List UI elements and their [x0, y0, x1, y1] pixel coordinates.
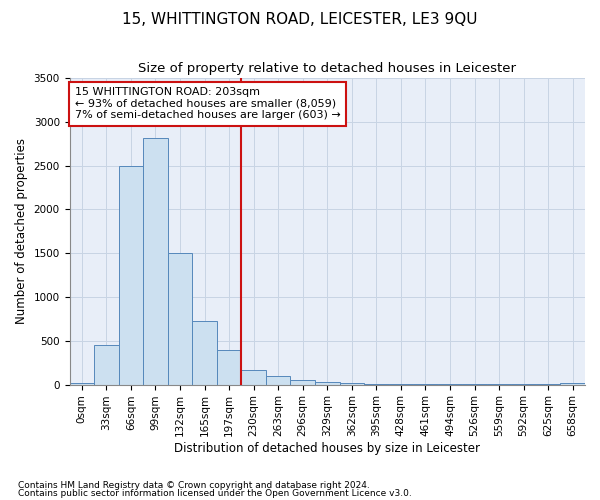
Bar [217, 350, 241, 384]
Y-axis label: Number of detached properties: Number of detached properties [15, 138, 28, 324]
Bar [119, 166, 143, 384]
Bar [143, 138, 168, 384]
Bar [168, 253, 192, 384]
Text: Contains HM Land Registry data © Crown copyright and database right 2024.: Contains HM Land Registry data © Crown c… [18, 480, 370, 490]
Title: Size of property relative to detached houses in Leicester: Size of property relative to detached ho… [138, 62, 516, 76]
Text: 15, WHITTINGTON ROAD, LEICESTER, LE3 9QU: 15, WHITTINGTON ROAD, LEICESTER, LE3 9QU [122, 12, 478, 28]
Bar [560, 383, 585, 384]
Bar [94, 345, 119, 385]
Text: 15 WHITTINGTON ROAD: 203sqm
← 93% of detached houses are smaller (8,059)
7% of s: 15 WHITTINGTON ROAD: 203sqm ← 93% of det… [74, 88, 340, 120]
Bar [192, 320, 217, 384]
Bar [70, 383, 94, 384]
Bar [266, 376, 290, 384]
X-axis label: Distribution of detached houses by size in Leicester: Distribution of detached houses by size … [174, 442, 480, 455]
Bar [315, 382, 340, 384]
Bar [290, 380, 315, 384]
Text: Contains public sector information licensed under the Open Government Licence v3: Contains public sector information licen… [18, 489, 412, 498]
Bar [241, 370, 266, 384]
